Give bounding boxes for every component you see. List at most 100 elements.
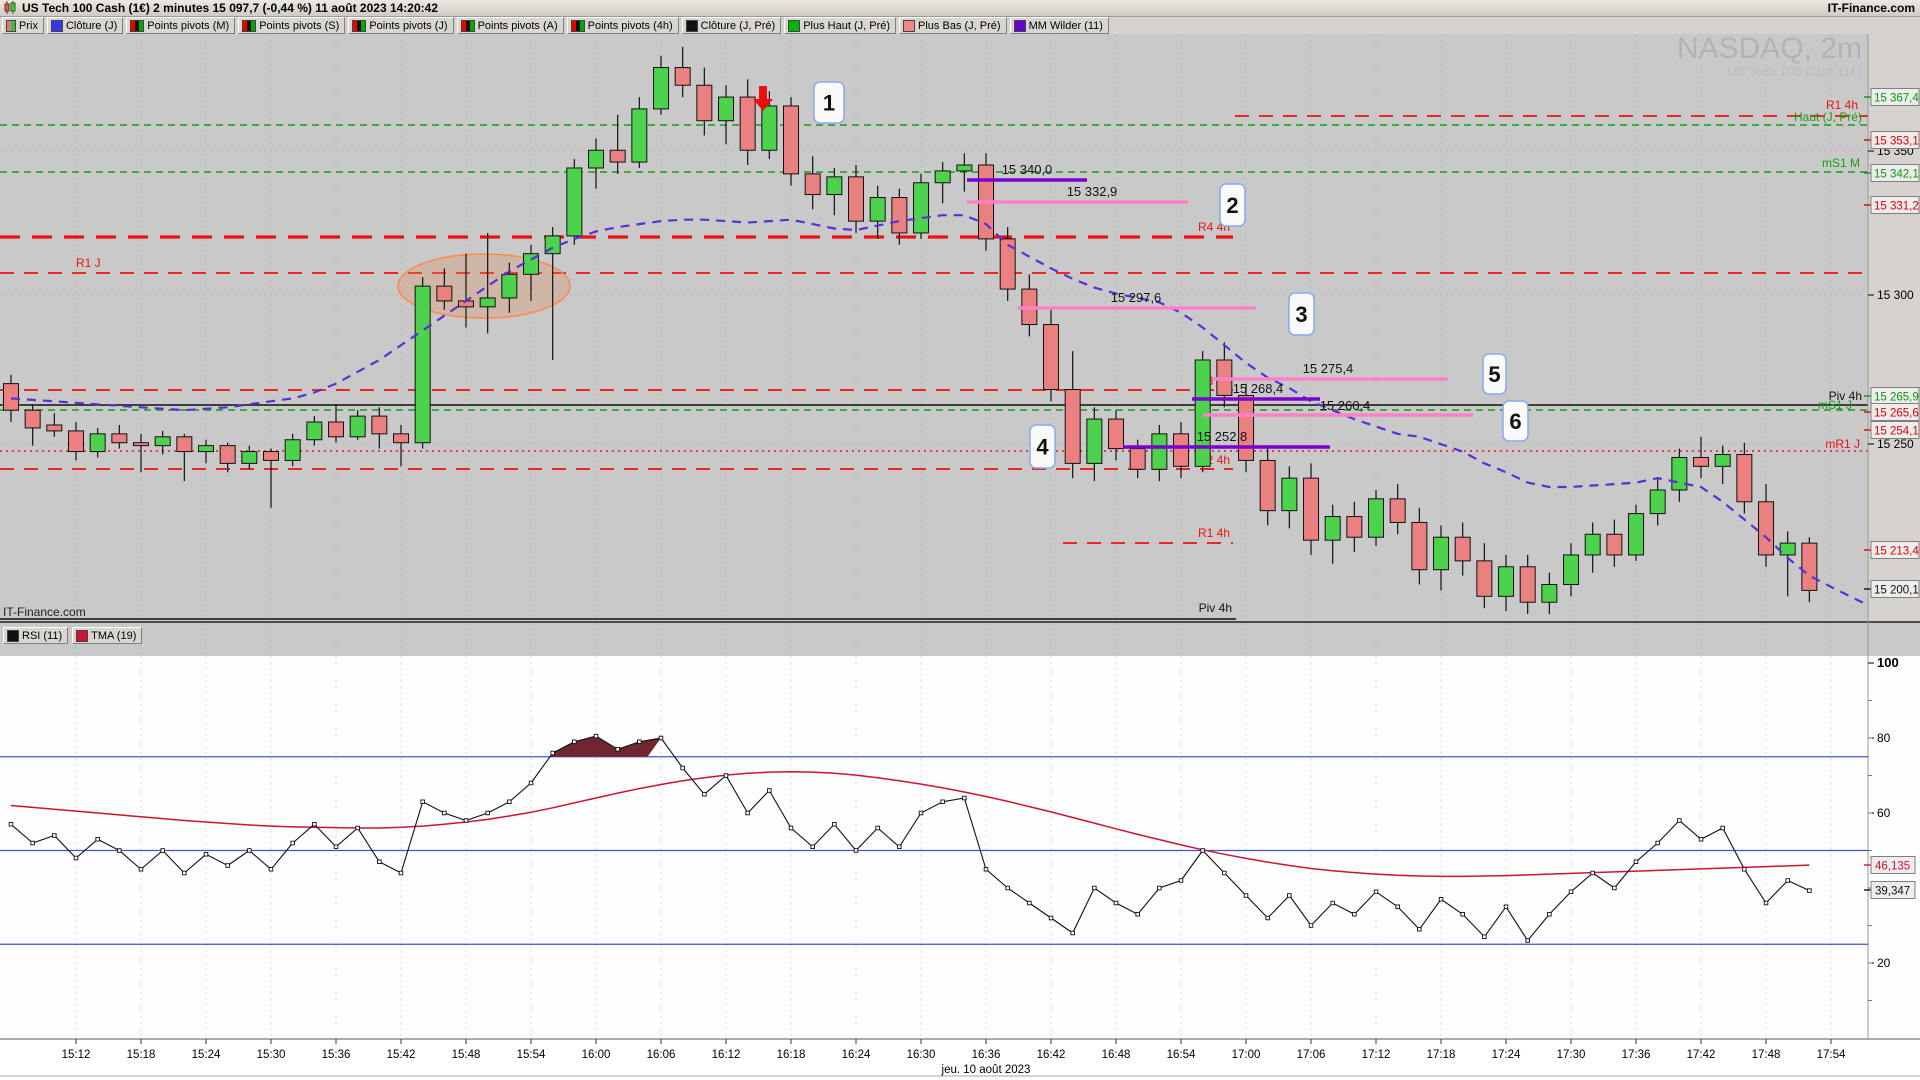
candle-bearish [176, 436, 193, 453]
candle-bearish [804, 173, 821, 196]
time-axis-label: 16:48 [1102, 1049, 1131, 1061]
rsi-marker [1742, 867, 1747, 872]
rsi-marker [160, 848, 165, 853]
rsi-legend-rsi-11[interactable]: RSI (11) [3, 627, 69, 644]
price-label-value: 15 265,6 [1874, 408, 1919, 420]
pivot-label-cloture-j-pre: Piv 4h [1829, 389, 1862, 403]
candle-bullish [718, 96, 735, 122]
rsi-marker [788, 825, 794, 831]
rsi-marker [290, 840, 295, 846]
candle-bearish [696, 84, 713, 122]
legend-cl-ture-j-pr[interactable]: Clôture (J, Pré) [681, 17, 782, 34]
rsi-marker [1807, 888, 1812, 893]
rsi-marker [637, 739, 642, 745]
time-axis-label: 16:12 [712, 1049, 741, 1061]
candle-bearish [133, 442, 150, 447]
legend-label: MM Wilder (11) [1028, 19, 1103, 32]
rsi-header-strip [0, 622, 1920, 656]
pivot-label-r1-4h-a: R1 4h [1198, 526, 1230, 540]
price-label-value: 15 213,4 [1874, 546, 1919, 558]
callout-box-1 [813, 81, 845, 124]
candle-bearish [1736, 454, 1753, 503]
candle-bearish [1758, 501, 1775, 556]
rsi-marker [73, 855, 79, 861]
candle-bullish [956, 164, 973, 172]
candle-bearish [371, 415, 388, 435]
rsi-marker [1027, 900, 1032, 906]
candle-bearish [111, 433, 128, 444]
candle-bullish [588, 149, 605, 169]
legend-swatch-icon [50, 19, 63, 32]
rsi-marker [550, 750, 555, 756]
time-axis-label: 15:54 [517, 1049, 546, 1061]
chart-watermark: IT-Finance.com [3, 605, 86, 619]
time-axis-label: 16:00 [582, 1049, 611, 1061]
rsi-marker [95, 837, 100, 842]
candle-bullish [349, 415, 366, 438]
legend-points-pivots-m[interactable]: Points pivots (M) [126, 17, 236, 34]
rsi-marker [1352, 912, 1357, 917]
candle-bearish [1043, 324, 1060, 391]
candle-bearish [1389, 498, 1406, 523]
legend-plus-haut-j-pr[interactable]: Plus Haut (J, Pré) [784, 17, 897, 34]
price-label-box [1870, 421, 1920, 439]
rsi-marker [572, 739, 577, 745]
price-label-value: 15 200,1 [1874, 585, 1919, 597]
legend-mm-wilder-11[interactable]: MM Wilder (11) [1009, 17, 1109, 34]
legend-label: Prix [19, 19, 38, 32]
rsi-marker [1417, 927, 1422, 932]
legend-swatch-icon [130, 19, 145, 32]
instrument-title: US Tech 100 Cash (1€) 2 minutes 15 097,7… [22, 1, 438, 15]
legend-cl-ture-j[interactable]: Clôture (J) [46, 17, 124, 34]
price-label-value: 15 265,9 [1874, 392, 1919, 404]
candle-bearish [1476, 560, 1493, 597]
rsi-marker [485, 810, 490, 816]
time-axis-label: 17:42 [1687, 1049, 1716, 1061]
rsi-marker [1395, 904, 1400, 910]
candle-bullish [1433, 536, 1450, 571]
legend-prix[interactable]: Prix [2, 17, 44, 34]
candle-bearish [1129, 448, 1146, 470]
candle-bullish [1281, 477, 1298, 512]
time-axis-label: 17:24 [1492, 1049, 1521, 1061]
legend-points-pivots-a[interactable]: Points pivots (A) [456, 17, 564, 34]
rsi-marker [1720, 825, 1725, 831]
candle-bearish [1108, 418, 1125, 450]
callout-number-1: 1 [823, 91, 835, 116]
candle-bullish [1368, 498, 1385, 538]
rsi-marker [247, 848, 252, 853]
callout-number-4: 4 [1036, 435, 1049, 460]
pivot-label-ms1-j: mS1 J [1818, 398, 1852, 412]
candle-bullish [306, 421, 323, 441]
rsi-marker [1655, 840, 1660, 846]
candle-bearish [1259, 459, 1276, 512]
rsi-marker [268, 867, 274, 872]
candle-bearish [263, 451, 280, 461]
legend-points-pivots-4h[interactable]: Points pivots (4h) [566, 17, 679, 34]
time-axis-label: 17:18 [1427, 1049, 1456, 1061]
legend-points-pivots-j[interactable]: Points pivots (J) [348, 17, 454, 34]
candle-bullish [198, 445, 215, 453]
candle-bullish [414, 285, 431, 444]
rsi-marker [1698, 837, 1704, 842]
rsi-marker [1633, 859, 1639, 865]
rsi-marker [1048, 915, 1054, 921]
rsi-marker [1503, 904, 1509, 910]
candle-bullish [631, 108, 648, 163]
legend-plus-bas-j-pr[interactable]: Plus Bas (J, Pré) [899, 17, 1007, 34]
rsi-marker [1785, 878, 1790, 883]
pivot-label-ms1-m: mS1 M [1822, 156, 1860, 170]
candle-bullish [1779, 542, 1796, 556]
rsi-line [10, 735, 1810, 942]
price-label-value: 15 367,4 [1874, 93, 1919, 105]
rsi-value-box [1870, 881, 1916, 899]
candle-bearish [436, 285, 453, 302]
legend-points-pivots-s[interactable]: Points pivots (S) [238, 17, 346, 34]
price-scale-label: 15 250 [1877, 437, 1914, 451]
rsi-legend-tma-19[interactable]: TMA (19) [72, 627, 143, 644]
time-axis-label: 15:24 [192, 1049, 221, 1061]
candle-bearish [1454, 536, 1471, 562]
rsi-scale-label: 80 [1877, 731, 1891, 745]
